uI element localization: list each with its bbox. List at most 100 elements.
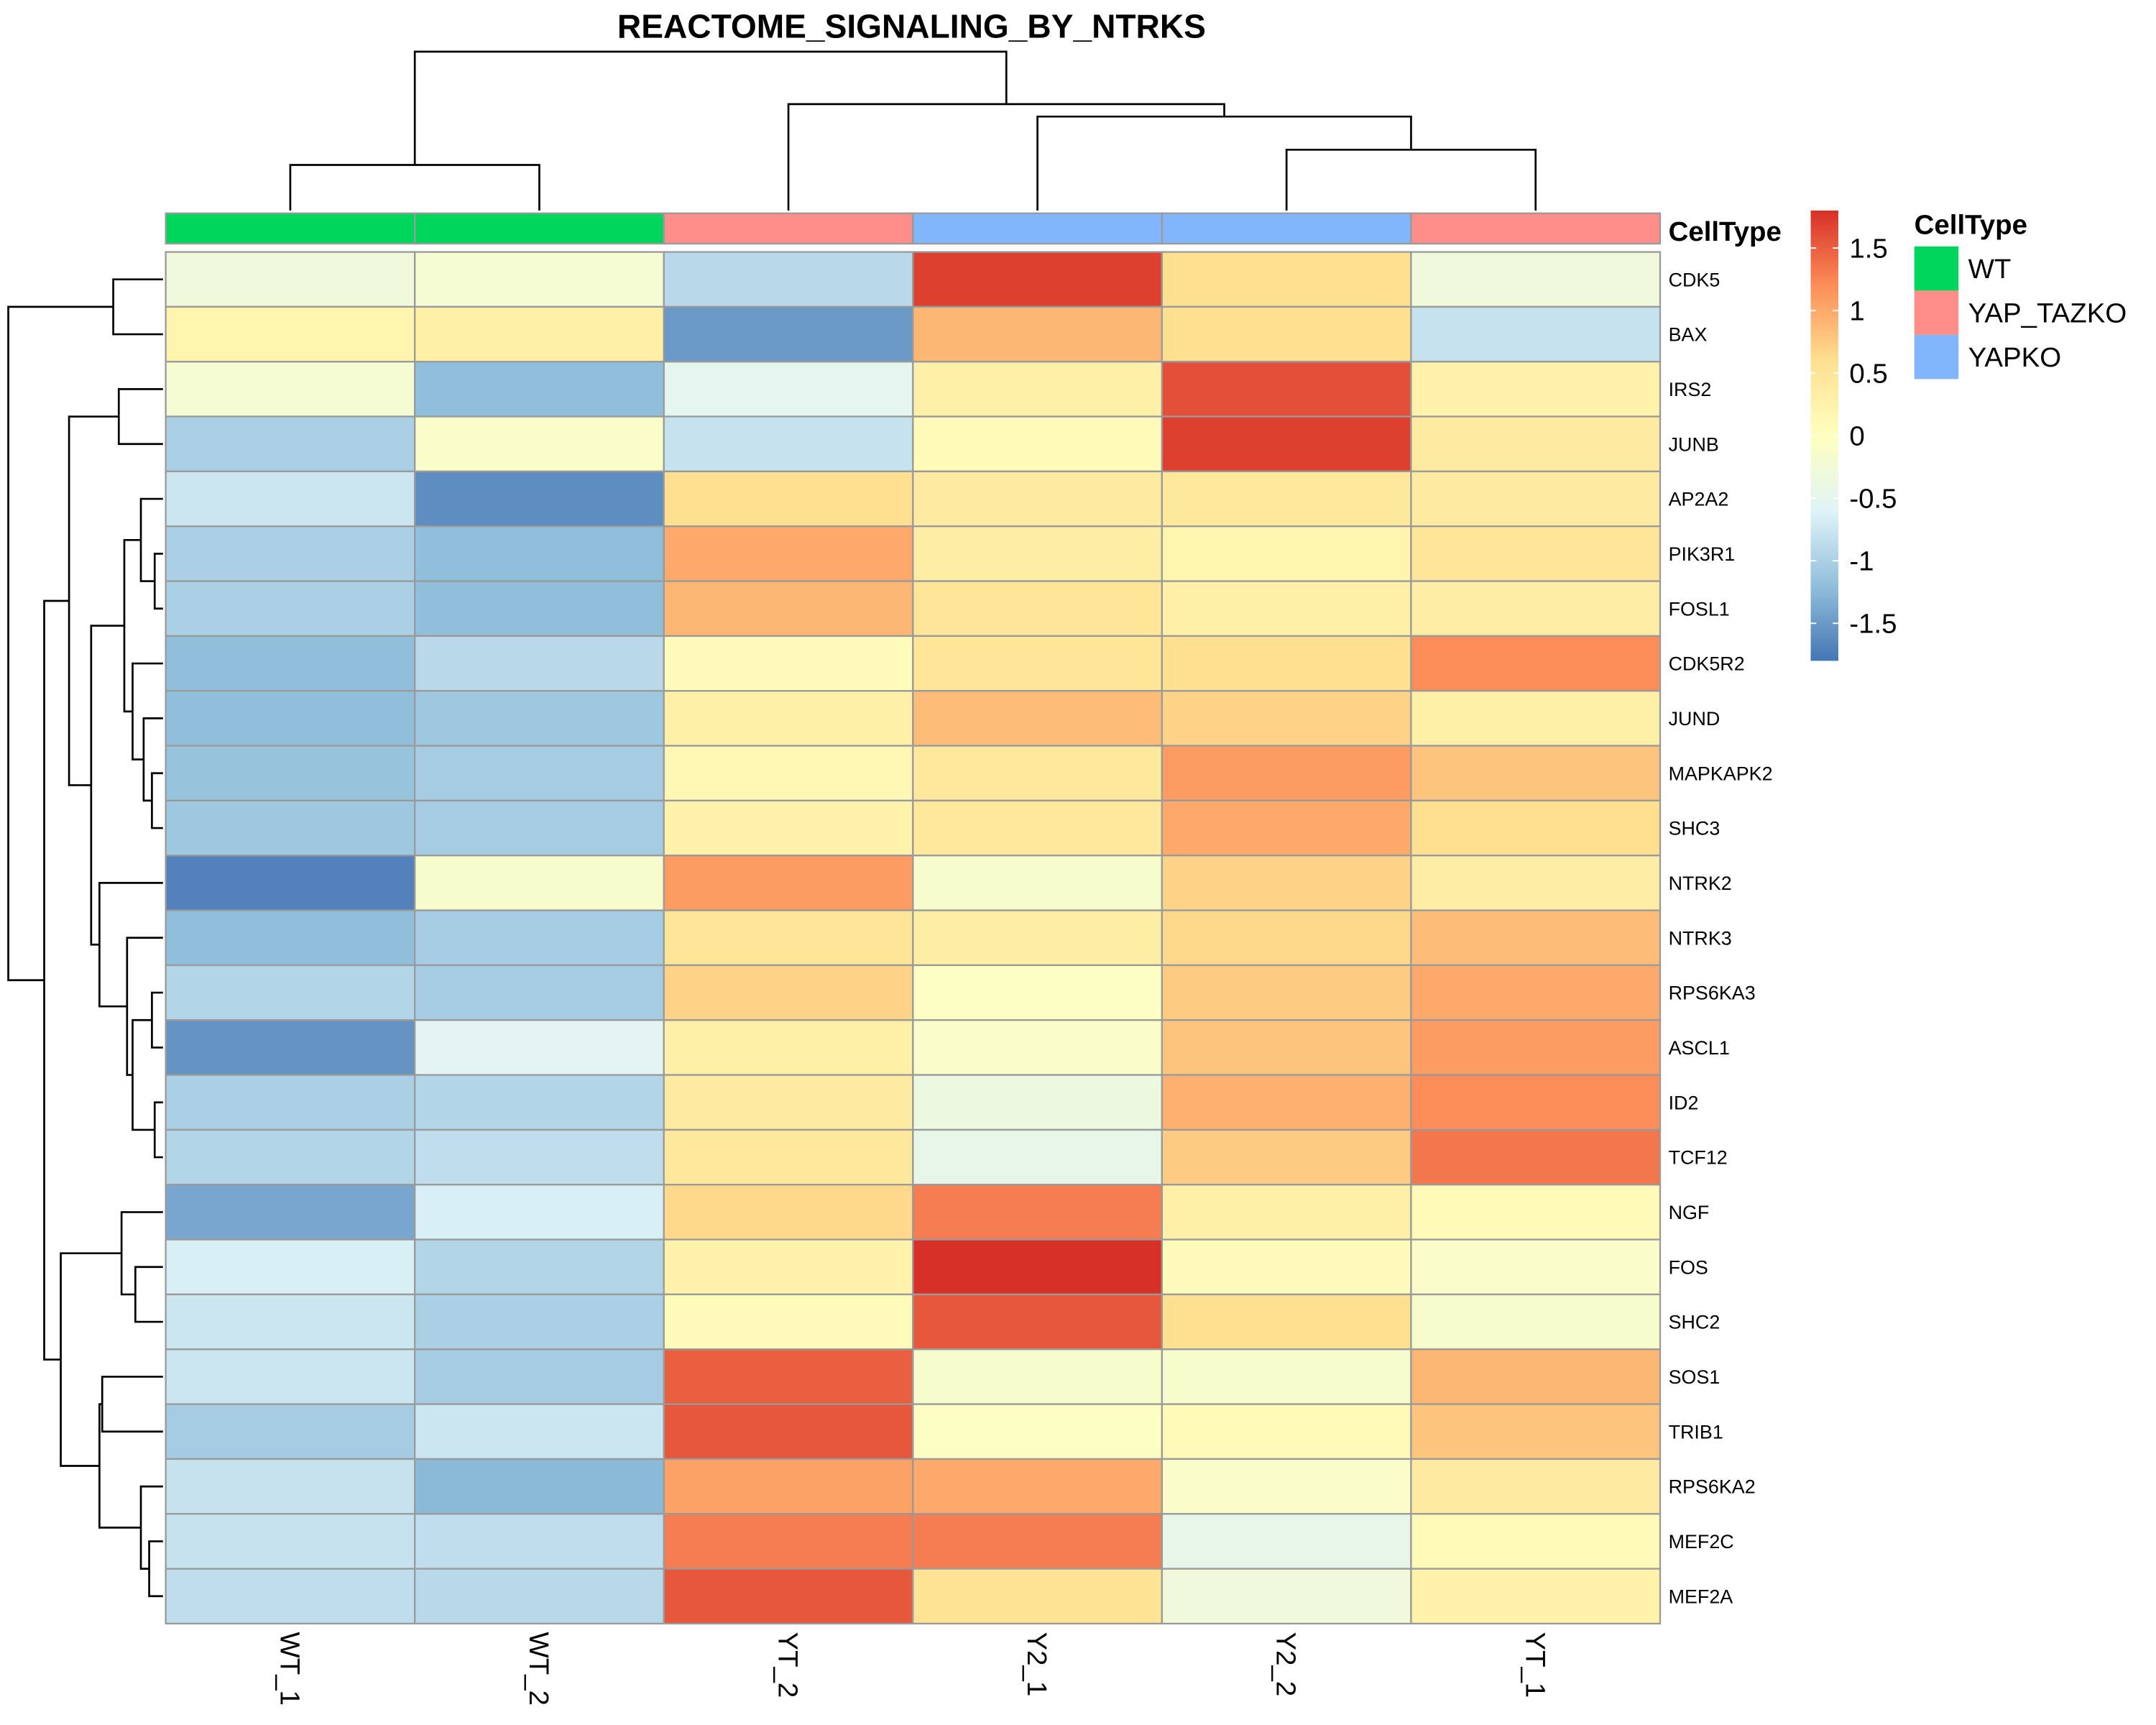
heatmap-cell bbox=[1410, 1238, 1662, 1296]
dendrogram-branch bbox=[60, 1252, 122, 1467]
row-label: JUNB bbox=[1669, 433, 1719, 455]
heatmap-cell bbox=[663, 1128, 914, 1186]
heatmap-cell bbox=[1410, 909, 1662, 967]
heatmap-cell bbox=[663, 1403, 914, 1460]
heatmap-cell bbox=[165, 690, 416, 747]
heatmap-cell bbox=[1161, 1403, 1412, 1460]
heatmap-cell bbox=[663, 1074, 914, 1131]
heatmap-cell bbox=[165, 1019, 416, 1076]
colorbar-tick-label: 0.5 bbox=[1849, 359, 1887, 390]
heatmap-cell bbox=[1161, 580, 1412, 638]
heatmap-cell bbox=[414, 1128, 665, 1186]
heatmap-cell bbox=[1410, 745, 1662, 802]
annotation-track-title: CellType bbox=[1669, 216, 1782, 247]
heatmap-cell bbox=[165, 1513, 416, 1570]
heatmap-cell bbox=[414, 470, 665, 528]
annotation-cell bbox=[414, 212, 665, 245]
heatmap-cell bbox=[663, 525, 914, 582]
colorbar-tick-label: -1.5 bbox=[1849, 609, 1897, 640]
dendrogram-branch bbox=[117, 388, 163, 446]
dendrogram-branch bbox=[132, 662, 163, 760]
heatmap-cell bbox=[912, 799, 1164, 857]
heatmap-cell bbox=[912, 1293, 1164, 1351]
annotation-cell bbox=[1410, 212, 1662, 245]
heatmap-cell bbox=[414, 251, 665, 308]
heatmap-cell bbox=[165, 799, 416, 857]
column-label: WT_1 bbox=[274, 1632, 305, 1705]
heatmap-cell bbox=[1161, 1184, 1412, 1241]
chart-title: REACTOME_SIGNALING_BY_NTRKS bbox=[617, 8, 1206, 45]
heatmap-cell bbox=[414, 964, 665, 1021]
heatmap-cell bbox=[414, 361, 665, 418]
heatmap-cell bbox=[165, 1074, 416, 1131]
dendrogram-branch bbox=[151, 772, 163, 829]
heatmap-cell bbox=[912, 909, 1164, 967]
heatmap-cell bbox=[663, 1568, 914, 1625]
heatmap-cell bbox=[165, 305, 416, 363]
heatmap-cell bbox=[663, 799, 914, 857]
heatmap-cell bbox=[414, 690, 665, 747]
heatmap-cell bbox=[1161, 1128, 1412, 1186]
heatmap-cell bbox=[663, 964, 914, 1021]
heatmap-cell bbox=[414, 1238, 665, 1296]
column-label: Y2_1 bbox=[1021, 1632, 1052, 1696]
heatmap-cell bbox=[663, 909, 914, 967]
heatmap-cell bbox=[663, 1293, 914, 1351]
heatmap-cell bbox=[1161, 690, 1412, 747]
heatmap-cell bbox=[165, 1184, 416, 1241]
heatmap-cell bbox=[912, 635, 1164, 692]
heatmap-cell bbox=[165, 361, 416, 418]
dendrogram-branch bbox=[139, 1485, 163, 1570]
heatmap-cell bbox=[414, 909, 665, 967]
heatmap-cell bbox=[663, 1019, 914, 1076]
column-labels: WT_1 WT_2 YT_2 Y2_1 Y2_2 YT_1 bbox=[274, 1632, 1550, 1705]
heatmap-cell bbox=[414, 855, 665, 911]
heatmap-cell bbox=[414, 1293, 665, 1351]
dendrogram-branch bbox=[98, 882, 163, 1008]
heatmap-cell bbox=[1410, 635, 1662, 692]
heatmap-cell bbox=[1410, 580, 1662, 638]
dendrogram-branch bbox=[148, 1540, 163, 1598]
colorbar-tick-label: 1 bbox=[1849, 296, 1864, 327]
dendrogram-branch bbox=[43, 599, 70, 1361]
heatmap-cell bbox=[1161, 799, 1412, 857]
heatmap-cell bbox=[1410, 361, 1662, 418]
heatmap-cell bbox=[414, 635, 665, 692]
heatmap-cell bbox=[1410, 1513, 1662, 1570]
heatmap-cell bbox=[663, 635, 914, 692]
heatmap-cell bbox=[912, 305, 1164, 363]
heatmap-cell bbox=[1410, 1568, 1662, 1625]
column-label: YT_1 bbox=[1519, 1632, 1550, 1698]
heatmap-cell bbox=[1410, 964, 1662, 1021]
heatmap-cell bbox=[165, 580, 416, 638]
dendrogram-branch bbox=[101, 1376, 163, 1433]
heatmap-cell bbox=[663, 745, 914, 802]
row-label: AP2A2 bbox=[1669, 489, 1729, 510]
heatmap-cell bbox=[1161, 745, 1412, 802]
heatmap-cell bbox=[1161, 909, 1412, 967]
heatmap-cell bbox=[1161, 305, 1412, 363]
heatmap-cell bbox=[1161, 525, 1412, 582]
dendrogram-branch bbox=[90, 625, 124, 946]
legend-swatch bbox=[1914, 334, 1959, 380]
dendrogram-branch bbox=[98, 1403, 142, 1529]
dendrogram-branch bbox=[787, 103, 1225, 211]
heatmap-cell bbox=[414, 580, 665, 638]
column-dendrogram bbox=[289, 50, 1537, 211]
heatmap-cell bbox=[1410, 470, 1662, 528]
heatmap-cell bbox=[912, 470, 1164, 528]
row-label: BAX bbox=[1669, 324, 1708, 346]
heatmap-cell bbox=[1161, 1019, 1412, 1076]
heatmap-cell bbox=[414, 1458, 665, 1515]
heatmap-cell bbox=[912, 251, 1164, 308]
heatmap-cells bbox=[165, 251, 1662, 1625]
heatmap-cell bbox=[1410, 1128, 1662, 1186]
heatmap-cell bbox=[165, 909, 416, 967]
row-label: TRIB1 bbox=[1669, 1421, 1723, 1443]
heatmap-cell bbox=[912, 1019, 1164, 1076]
heatmap-cell bbox=[1410, 525, 1662, 582]
colorbar-tick-label: 0 bbox=[1849, 421, 1864, 452]
heatmap-cell bbox=[1410, 1458, 1662, 1515]
heatmap-cell bbox=[1410, 251, 1662, 308]
